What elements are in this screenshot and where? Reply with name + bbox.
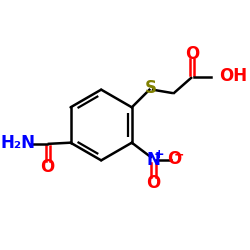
Text: N: N — [146, 151, 160, 169]
Text: O: O — [40, 158, 55, 176]
Text: O: O — [167, 150, 181, 168]
Text: H₂N: H₂N — [0, 134, 35, 152]
Text: OH: OH — [219, 67, 247, 85]
Text: −: − — [174, 148, 184, 161]
Text: S: S — [145, 79, 157, 97]
Text: O: O — [185, 45, 200, 63]
Text: +: + — [153, 148, 164, 161]
Text: O: O — [146, 174, 160, 192]
